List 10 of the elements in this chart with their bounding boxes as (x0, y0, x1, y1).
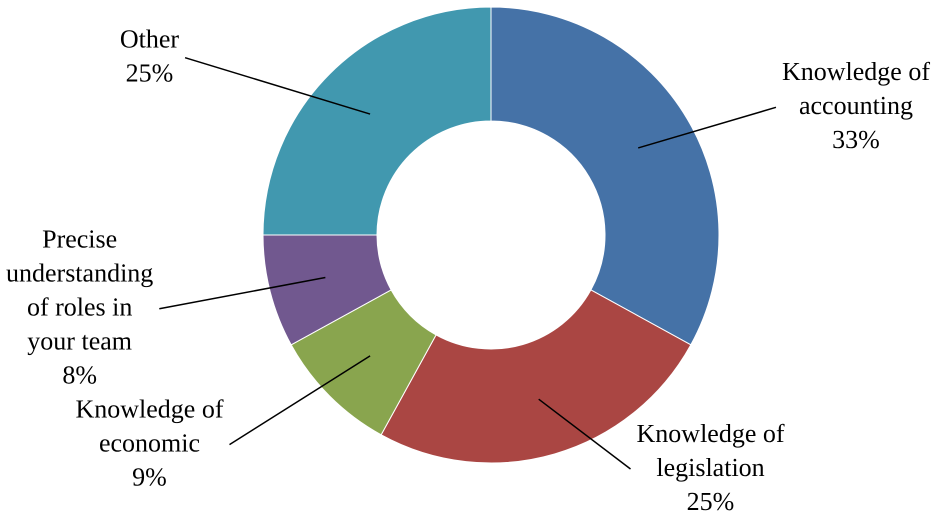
slice-label: Knowledge of legislation (636, 418, 785, 482)
slice-label: Knowledge of accounting (782, 57, 930, 120)
slice-label: Other (120, 24, 180, 54)
data-label: 9% (132, 462, 167, 492)
data-label: 33% (832, 125, 880, 154)
slice-label: Precise understanding of roles in your team (6, 224, 154, 356)
data-label: 25% (686, 486, 734, 516)
data-label: 8% (62, 360, 97, 390)
data-label: 25% (126, 58, 174, 88)
slice-label: Knowledge of economic (75, 394, 224, 458)
